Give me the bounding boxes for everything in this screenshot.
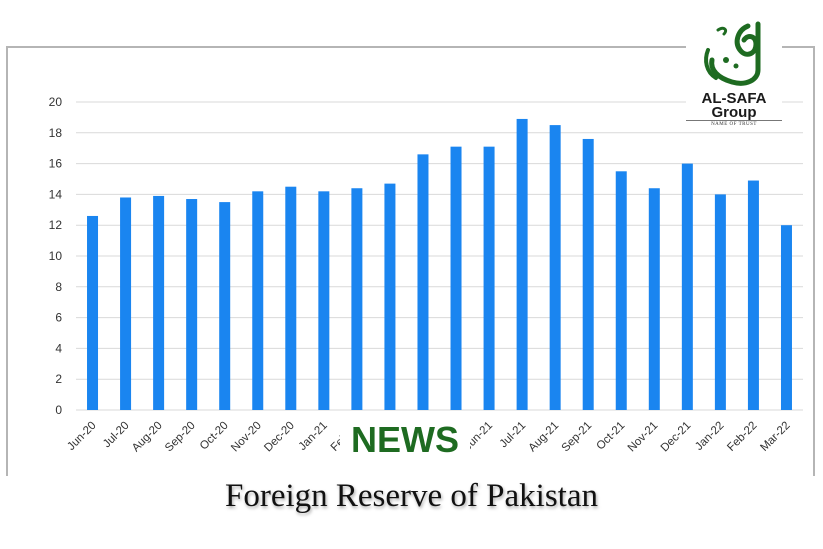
bar-oct-20 xyxy=(219,202,231,410)
x-tick-label: Jul-20 xyxy=(101,420,132,451)
bar-sep-20 xyxy=(186,199,198,410)
x-tick-label: Mar-22 xyxy=(758,420,792,454)
bar-apr-21 xyxy=(417,154,429,410)
chart-frame xyxy=(6,46,815,476)
x-tick-label: Nov-20 xyxy=(229,420,264,455)
bar-sep-21 xyxy=(582,138,594,410)
x-tick-label: Jun-20 xyxy=(65,420,98,453)
y-tick-label: 6 xyxy=(55,311,62,325)
y-tick-label: 10 xyxy=(49,249,63,263)
x-tick-label: Dec-20 xyxy=(262,420,297,455)
y-tick-label: 16 xyxy=(49,157,63,171)
x-tick-label: Jan-22 xyxy=(693,420,726,453)
x-tick-label: Dec-21 xyxy=(659,420,694,455)
y-tick-label: 20 xyxy=(49,95,63,109)
x-tick-label: Sep-21 xyxy=(560,420,595,455)
x-tick-label: Aug-21 xyxy=(527,420,562,455)
y-tick-label: 0 xyxy=(55,403,62,417)
brand-tagline: NAME OF TRUST xyxy=(686,120,782,127)
x-tick-label: Oct-20 xyxy=(198,420,231,453)
x-tick-label: Feb-22 xyxy=(725,420,759,454)
bar-aug-20 xyxy=(153,195,165,410)
bar-jan-21 xyxy=(318,191,330,410)
x-tick-label: Sep-20 xyxy=(163,420,198,455)
bar-nov-20 xyxy=(252,191,264,410)
bar-mar-22 xyxy=(780,225,792,410)
bar-jul-21 xyxy=(516,118,528,410)
caption-title: Foreign Reserve of Pakistan xyxy=(224,478,598,514)
calligraphy-logo-mark xyxy=(704,21,761,86)
x-tick-label: Aug-20 xyxy=(130,420,165,455)
x-tick-label: Oct-21 xyxy=(594,420,627,453)
brand-name: AL-SAFA Group xyxy=(686,90,782,121)
bar-jan-22 xyxy=(714,194,726,410)
y-tick-label: 2 xyxy=(55,372,62,386)
bar-dec-20 xyxy=(285,186,297,410)
bar-nov-21 xyxy=(648,188,660,410)
y-tick-label: 12 xyxy=(49,218,63,232)
bar-oct-21 xyxy=(615,171,627,410)
bar-feb-22 xyxy=(747,180,759,410)
bar-feb-21 xyxy=(351,188,363,410)
brand-name-line1: AL-SAFA xyxy=(701,90,767,107)
x-tick-label: Jan-21 xyxy=(297,420,330,453)
y-tick-label: 4 xyxy=(55,341,62,355)
news-label: NEWS xyxy=(340,418,470,462)
bar-aug-21 xyxy=(549,125,561,410)
y-tick-label: 8 xyxy=(55,280,62,294)
bar-jul-20 xyxy=(120,197,132,410)
bar-may-21 xyxy=(450,146,462,410)
al-safa-logo: AL-SAFA Group NAME OF TRUST xyxy=(686,20,782,132)
bar-mar-21 xyxy=(384,183,396,410)
bar-jun-20 xyxy=(87,215,99,410)
bar-jun-21 xyxy=(483,146,495,410)
x-tick-label: Jul-21 xyxy=(498,420,529,451)
bar-dec-21 xyxy=(681,163,693,410)
brand-name-line2: Group xyxy=(711,104,757,121)
y-tick-label: 14 xyxy=(49,187,63,201)
x-tick-label: Nov-21 xyxy=(626,420,661,455)
y-tick-label: 18 xyxy=(49,126,63,140)
